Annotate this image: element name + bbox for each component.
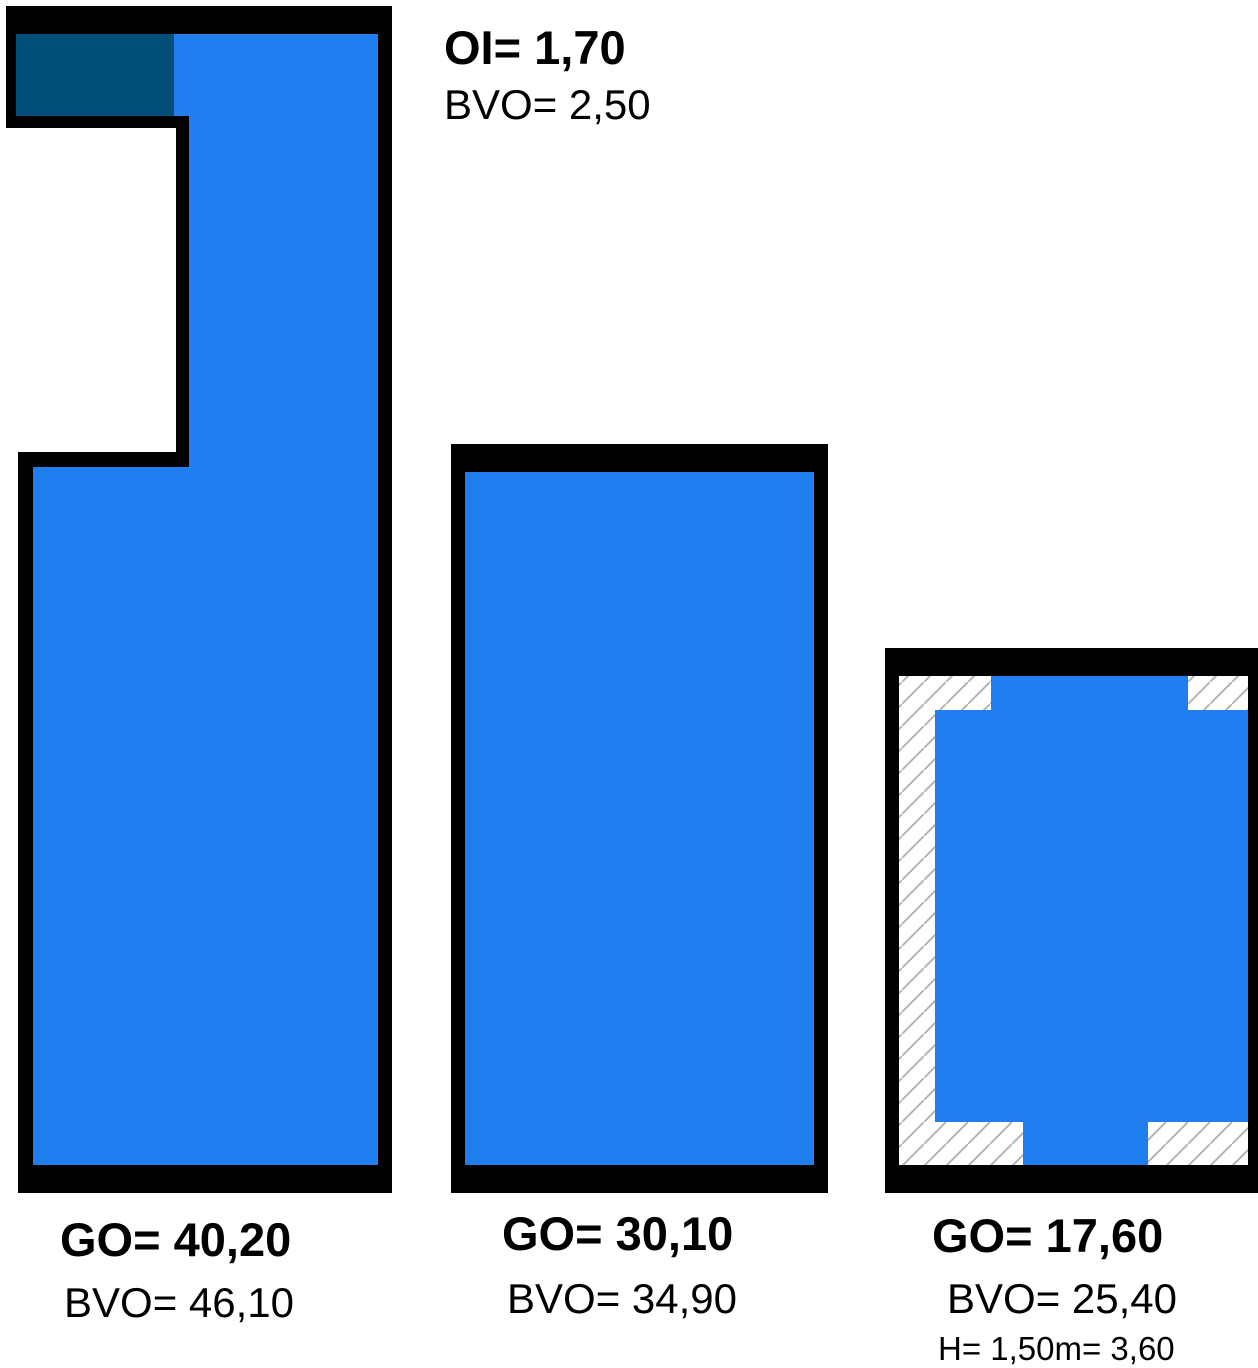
room-1-bvo-label: BVO= 46,10 — [64, 1279, 294, 1326]
room-3-floor — [935, 676, 1248, 1165]
annex-bvo-label: BVO= 2,50 — [444, 81, 651, 128]
room-3 — [885, 648, 1258, 1193]
room-1-go-label: GO= 40,20 — [60, 1213, 292, 1266]
room-1 — [6, 6, 392, 1193]
annex-oi-label: OI= 1,70 — [444, 21, 626, 74]
room-3-go-label: GO= 17,60 — [932, 1209, 1164, 1262]
room-2-go-label: GO= 30,10 — [502, 1207, 734, 1260]
room-2-bvo-label: BVO= 34,90 — [507, 1275, 737, 1322]
room-3-bvo-label: BVO= 25,40 — [947, 1275, 1177, 1322]
room-1-floor — [16, 34, 378, 1165]
room-2 — [451, 444, 828, 1193]
room-2-floor — [465, 472, 814, 1165]
room-3-height-label: H= 1,50m= 3,60 — [938, 1330, 1175, 1367]
annex-dark-area — [16, 34, 174, 116]
